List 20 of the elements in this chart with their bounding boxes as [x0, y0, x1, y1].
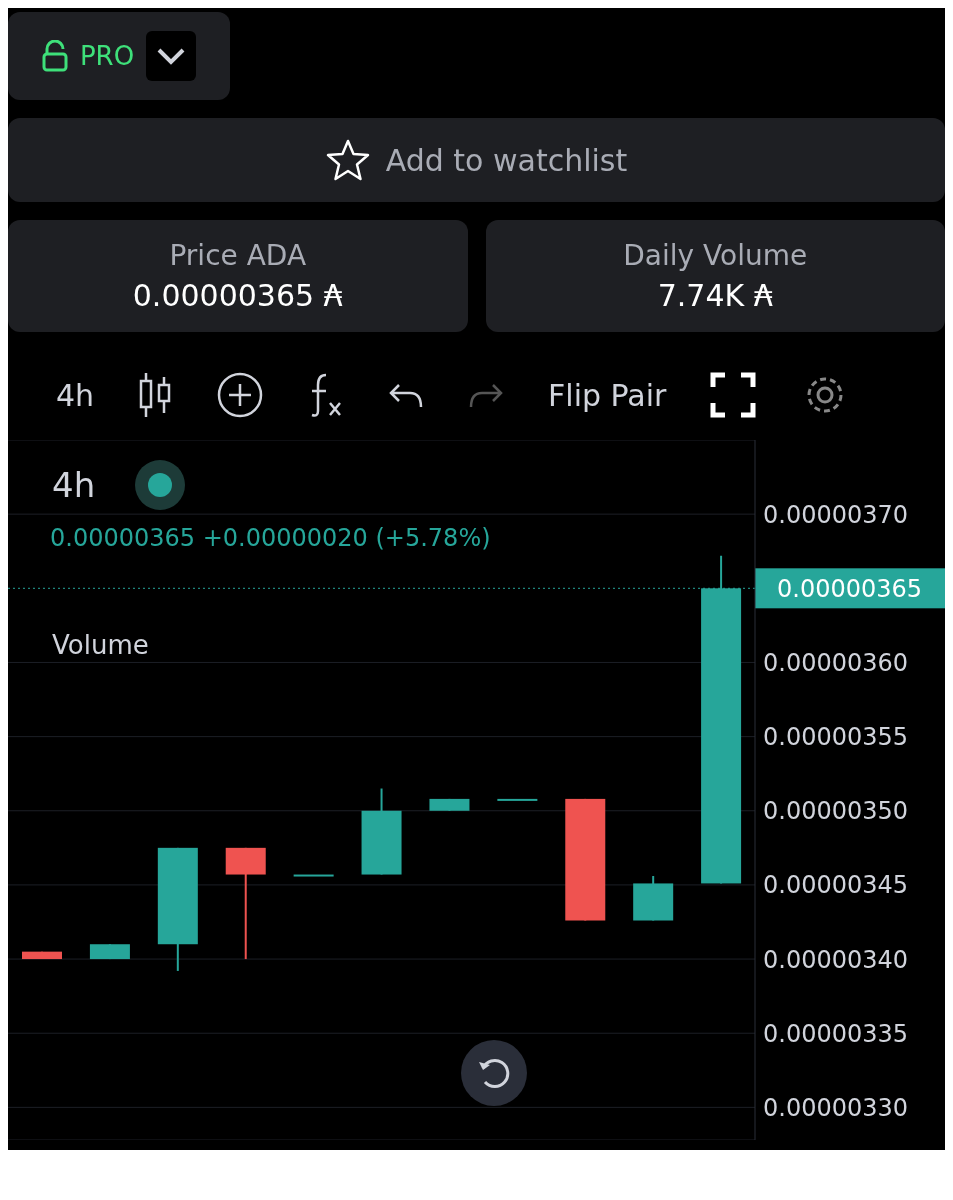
text: 4h: [56, 377, 95, 413]
text: 7.74K ₳: [657, 278, 773, 313]
y-tick-label: 0.00000370: [763, 500, 909, 529]
y-tick-label: 0.00000345: [763, 871, 909, 900]
text: 0.00000365 +0.00000020 (+5.78%): [50, 524, 491, 552]
y-tick-label: 0.00000360: [763, 648, 909, 677]
y-tick-label: 0.00000340: [763, 945, 909, 974]
text: Daily Volume: [623, 239, 808, 272]
y-tick-label: 0.00000350: [763, 797, 909, 826]
text: Price ADA: [169, 239, 307, 272]
y-tick-label: 0.00000330: [763, 1093, 909, 1122]
annotation: Volume: [52, 630, 149, 660]
text: Flip Pair: [548, 377, 667, 413]
text: 4h: [52, 465, 96, 505]
text: Add to watchlist: [385, 142, 628, 178]
y-tick-label: 0.00000355: [763, 723, 909, 752]
text: PRO: [79, 41, 135, 71]
y-tick-label: 0.00000335: [763, 1019, 909, 1048]
ref-line-label: 0.00000365: [777, 575, 923, 604]
text: 0.00000365 ₳: [132, 278, 343, 313]
